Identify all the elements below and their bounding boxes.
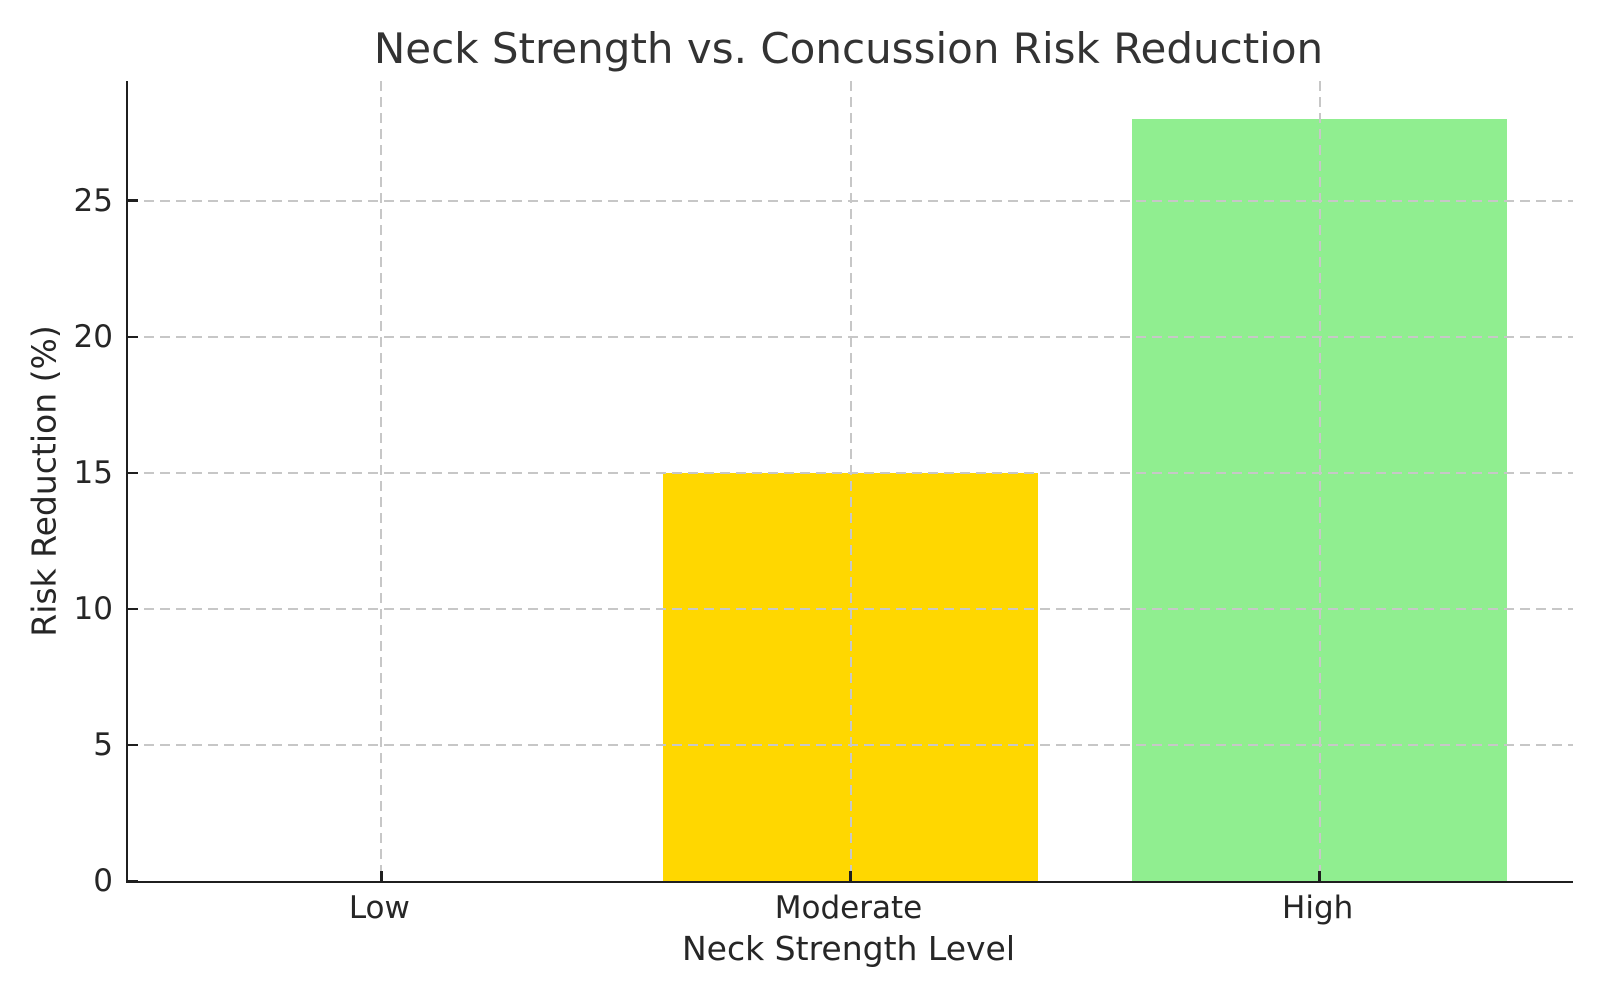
y-tick-mark (128, 879, 138, 883)
y-tick-mark (128, 199, 138, 202)
plot-area (126, 81, 1573, 883)
x-tick-label-low: Low (348, 890, 410, 926)
x-tick-label-moderate: Moderate (774, 890, 923, 926)
y-tick-label: 25 (73, 182, 113, 219)
v-gridline (849, 81, 852, 881)
y-tick-label: 15 (73, 454, 113, 491)
x-axis-title: Neck Strength Level (681, 929, 1016, 968)
y-axis-title: Risk Reduction (%) (24, 325, 64, 637)
x-tick-mark (380, 871, 383, 881)
y-tick-mark (128, 743, 138, 747)
y-tick-mark (128, 335, 138, 339)
y-tick-mark (128, 471, 138, 475)
y-tick-label: 10 (73, 590, 113, 627)
x-tick-label-high: High (1282, 890, 1354, 926)
y-tick-mark (128, 607, 138, 611)
x-axis-tick-labels: Low Moderate High (126, 890, 1571, 930)
y-axis-tick-labels: 0 5 10 15 20 25 (0, 81, 113, 898)
chart-title: Neck Strength vs. Concussion Risk Reduct… (373, 24, 1324, 73)
x-tick-mark (1318, 871, 1321, 881)
x-tick-mark (849, 871, 852, 881)
v-gridline (1318, 81, 1321, 881)
v-gridline (380, 81, 383, 881)
y-tick-label: 20 (73, 318, 113, 355)
y-tick-label: 0 (93, 863, 113, 899)
y-tick-label: 5 (93, 726, 113, 763)
